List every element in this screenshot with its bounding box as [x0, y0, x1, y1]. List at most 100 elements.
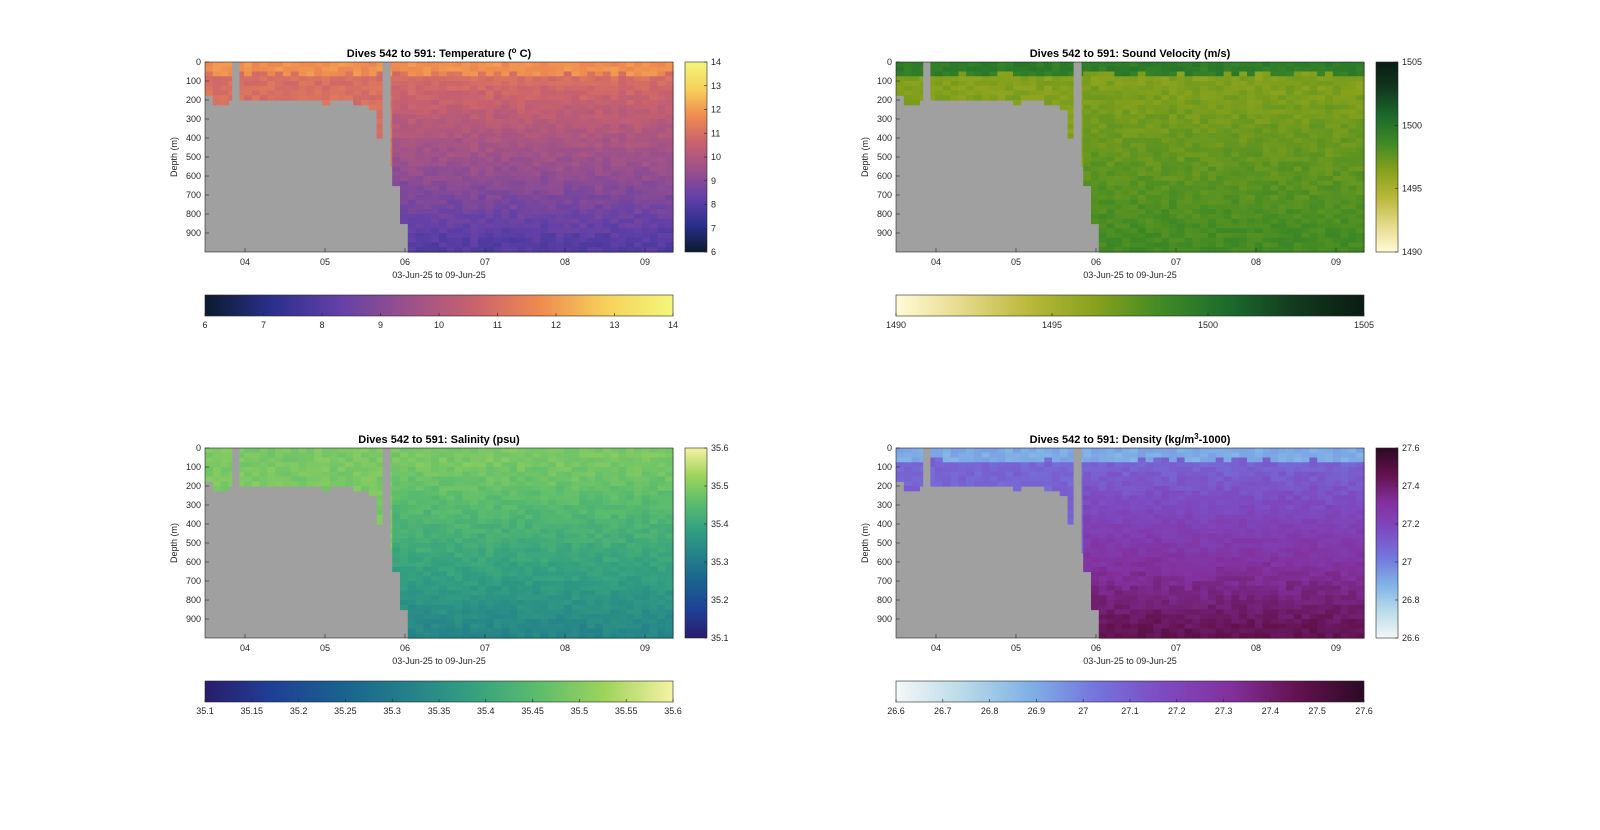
data-cell: [556, 623, 565, 630]
data-cell: [540, 576, 549, 582]
data-cell: [478, 600, 487, 606]
data-cell: [1184, 166, 1193, 172]
data-cell: [1286, 185, 1295, 191]
data-cell: [1286, 152, 1295, 158]
data-cell: [563, 481, 573, 487]
data-cell: [423, 233, 432, 239]
data-cell: [462, 114, 471, 120]
data-cell: [556, 233, 565, 239]
data-cell: [595, 62, 604, 68]
data-cell: [556, 138, 565, 144]
data-cell: [1293, 223, 1303, 229]
data-cell: [470, 604, 479, 611]
data-cell: [641, 538, 651, 544]
data-cell: [1106, 147, 1115, 153]
data-cell: [563, 166, 573, 172]
data-cell: [368, 76, 378, 82]
data-cell: [1332, 237, 1342, 244]
data-cell: [1169, 223, 1178, 229]
data-cell: [1262, 128, 1271, 134]
data-cell: [1301, 109, 1310, 115]
data-cell: [407, 237, 417, 244]
data-cell: [1270, 66, 1279, 73]
data-cell: [423, 457, 432, 463]
data-cell: [376, 85, 385, 92]
data-cell: [1293, 66, 1303, 73]
data-cell: [1098, 166, 1108, 172]
data-cell: [400, 538, 409, 544]
data-cell: [454, 524, 463, 530]
data-cell: [423, 604, 432, 611]
data-cell: [322, 467, 331, 473]
data-cell: [407, 576, 417, 582]
data-cell: [1184, 133, 1193, 139]
data-cell: [1137, 166, 1147, 172]
data-cell: [1293, 233, 1303, 239]
data-cell: [1348, 133, 1357, 139]
data-cell: [517, 233, 526, 239]
data-cell: [556, 471, 565, 478]
data-cell: [1176, 62, 1186, 68]
data-cell: [1278, 128, 1287, 134]
data-cell: [579, 619, 588, 625]
data-cell: [548, 490, 557, 497]
data-cell: [517, 595, 526, 601]
data-cell: [1098, 66, 1108, 73]
data-cell: [1192, 176, 1201, 182]
data-cell: [1247, 138, 1256, 144]
data-cell: [1044, 95, 1053, 101]
data-cell: [556, 581, 565, 587]
data-cell: [634, 566, 643, 573]
data-cell: [236, 66, 245, 73]
data-cell: [1301, 180, 1310, 187]
data-cell: [556, 166, 565, 172]
data-cell: [1270, 152, 1279, 158]
data-cell: [1059, 90, 1069, 96]
data-cell: [400, 81, 409, 87]
data-cell: [1200, 123, 1209, 130]
data-cell: [618, 185, 627, 191]
data-cell: [446, 547, 456, 554]
data-cell: [1301, 166, 1310, 172]
data-cell: [618, 119, 627, 125]
data-cell: [1130, 85, 1139, 92]
data-cell: [517, 519, 526, 525]
data-cell: [1098, 100, 1108, 106]
data-cell: [462, 490, 471, 497]
data-cell: [571, 147, 580, 153]
data-cell: [376, 505, 385, 511]
data-cell: [1137, 242, 1147, 248]
data-cell: [602, 223, 612, 229]
data-cell: [407, 467, 417, 473]
data-cell: [649, 85, 658, 92]
data-cell: [400, 557, 409, 563]
data-cell: [587, 233, 596, 239]
data-cell: [649, 62, 658, 68]
data-cell: [1301, 199, 1310, 206]
data-cell: [595, 104, 604, 111]
data-cell: [509, 76, 518, 82]
data-cell: [493, 166, 502, 172]
data-cell: [423, 476, 432, 482]
data-cell: [1184, 109, 1193, 115]
data-cell: [626, 452, 635, 459]
data-cell: [1332, 109, 1342, 115]
data-cell: [1145, 161, 1154, 168]
data-cell: [439, 628, 448, 634]
data-cell: [1145, 199, 1154, 206]
data-cell: [1169, 104, 1178, 111]
data-cell: [579, 581, 588, 587]
data-cell: [462, 76, 471, 82]
data-cell: [423, 585, 432, 592]
data-cell: [462, 566, 471, 573]
data-cell: [641, 71, 651, 77]
data-cell: [439, 543, 448, 549]
data-cell: [532, 228, 541, 234]
data-cell: [1215, 157, 1225, 163]
data-cell: [1215, 242, 1225, 248]
data-cell: [478, 576, 487, 582]
data-cell: [298, 467, 307, 473]
data-cell: [439, 566, 448, 573]
data-cell: [1309, 71, 1318, 77]
